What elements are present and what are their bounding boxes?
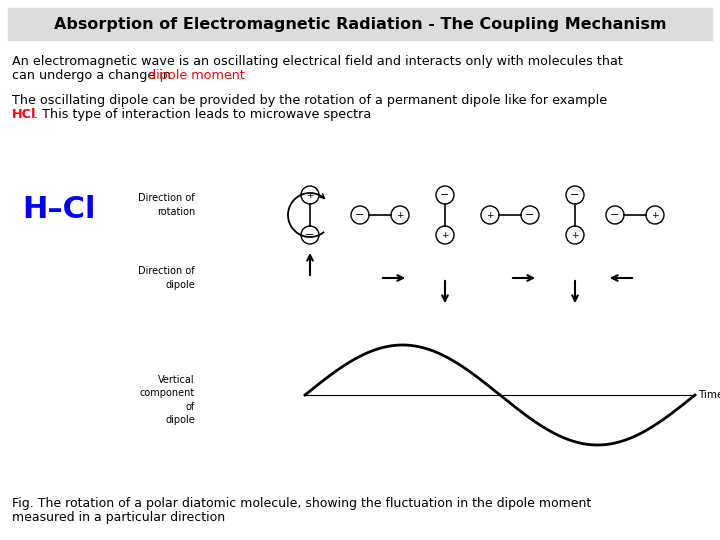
Text: −: −: [570, 190, 580, 200]
Text: +: +: [396, 211, 404, 219]
Text: Vertical
component
of
dipole: Vertical component of dipole: [140, 375, 195, 425]
Text: +: +: [652, 211, 659, 219]
Text: can undergo a change in: can undergo a change in: [12, 69, 175, 82]
Text: .: .: [229, 69, 233, 82]
Text: Fig. The rotation of a polar diatomic molecule, showing the fluctuation in the d: Fig. The rotation of a polar diatomic mo…: [12, 497, 591, 510]
Text: Time: Time: [698, 390, 720, 400]
Text: −: −: [441, 190, 450, 200]
Text: +: +: [571, 231, 579, 240]
Text: Direction of
dipole: Direction of dipole: [138, 266, 195, 289]
Text: −: −: [611, 210, 620, 220]
Text: +: +: [486, 211, 494, 219]
Text: −: −: [526, 210, 535, 220]
Text: −: −: [355, 210, 365, 220]
Text: −: −: [305, 230, 315, 240]
Text: . This type of interaction leads to microwave spectra: . This type of interaction leads to micr…: [34, 108, 372, 121]
Text: Direction of
rotation: Direction of rotation: [138, 193, 195, 217]
Text: Absorption of Electromagnetic Radiation - The Coupling Mechanism: Absorption of Electromagnetic Radiation …: [54, 17, 666, 31]
Text: +: +: [441, 231, 449, 240]
Text: H–Cl: H–Cl: [22, 195, 96, 225]
Text: The oscillating dipole can be provided by the rotation of a permanent dipole lik: The oscillating dipole can be provided b…: [12, 94, 607, 107]
Text: An electromagnetic wave is an oscillating electrical field and interacts only wi: An electromagnetic wave is an oscillatin…: [12, 55, 623, 68]
Text: dipole moment: dipole moment: [148, 69, 245, 82]
Text: +: +: [306, 191, 314, 199]
Text: measured in a particular direction: measured in a particular direction: [12, 511, 225, 524]
Text: HCl: HCl: [12, 108, 37, 121]
